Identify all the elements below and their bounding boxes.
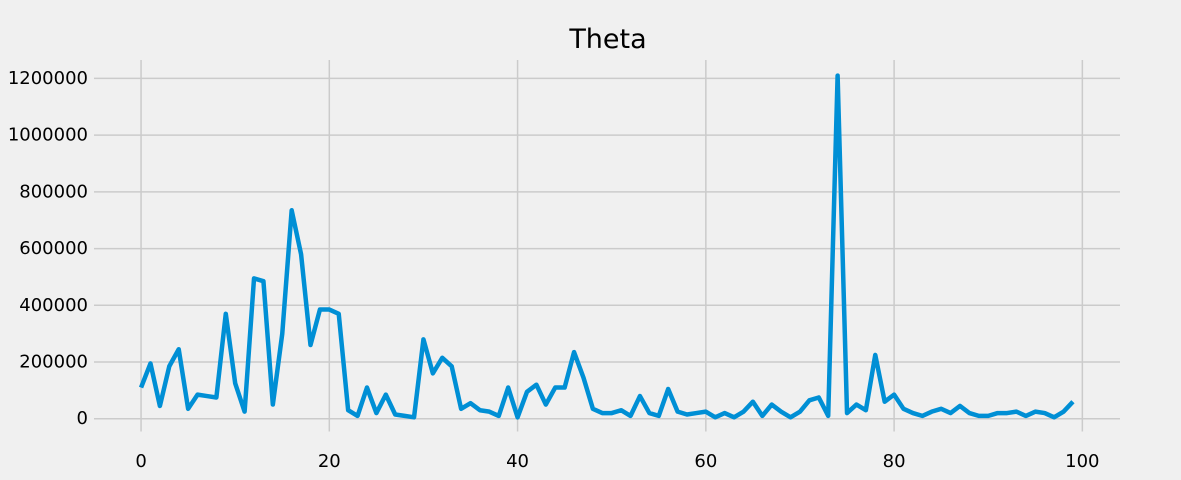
y-tick-label: 1000000 xyxy=(8,125,88,146)
y-tick-label: 1200000 xyxy=(8,68,88,89)
y-tick-label: 800000 xyxy=(19,181,88,202)
x-tick-label: 60 xyxy=(694,451,717,472)
chart-title: Theta xyxy=(568,24,646,55)
x-tick-label: 0 xyxy=(135,451,146,472)
x-gridlines xyxy=(140,60,1084,432)
x-tick-label: 20 xyxy=(318,451,341,472)
x-tick-label: 100 xyxy=(1065,451,1099,472)
y-tick-label: 400000 xyxy=(19,295,88,316)
y-tick-label: 200000 xyxy=(19,352,88,373)
x-tick-label: 40 xyxy=(506,451,529,472)
y-axis-tick-labels: 0 200000 400000 600000 800000 1000000 1200000 xyxy=(8,68,88,429)
y-gridlines xyxy=(94,77,1120,420)
x-axis-tick-labels: 0 20 40 60 80 100 xyxy=(135,451,1099,472)
series-line xyxy=(138,73,1075,420)
x-tick-label: 80 xyxy=(883,451,906,472)
y-tick-label: 0 xyxy=(77,408,88,429)
y-tick-label: 600000 xyxy=(19,238,88,259)
